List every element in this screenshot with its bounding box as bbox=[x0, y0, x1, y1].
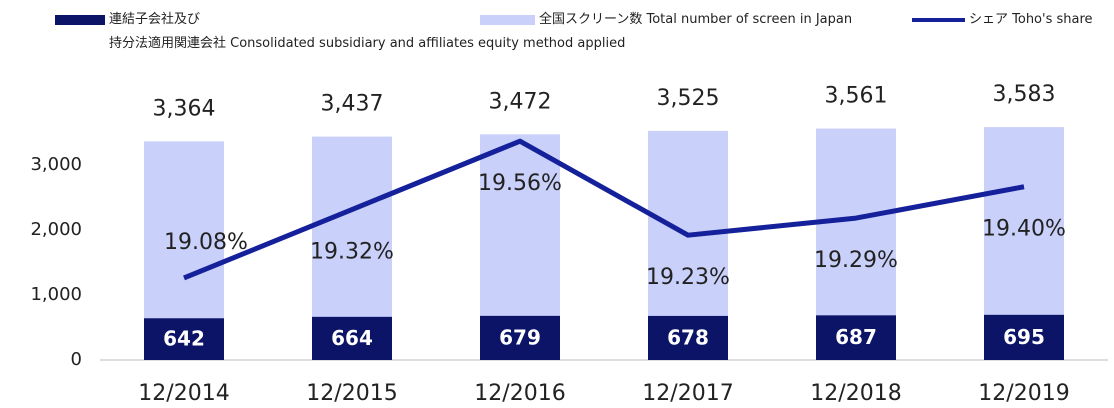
legend-swatch bbox=[912, 18, 965, 22]
bar bbox=[984, 314, 1064, 360]
line-value-label: 19.40% bbox=[982, 217, 1066, 242]
bar-total-label: 3,364 bbox=[153, 96, 216, 121]
bar bbox=[144, 318, 224, 360]
bar-label: 678 bbox=[667, 325, 709, 349]
line-value-label: 19.56% bbox=[478, 171, 562, 196]
legend-item: 全国スクリーン数 Total number of screen in Japan bbox=[480, 8, 852, 32]
legend-item: シェア Toho's share bbox=[912, 8, 1093, 32]
line-value-label: 19.32% bbox=[310, 240, 394, 265]
x-tick-label: 12/2018 bbox=[810, 381, 901, 406]
line-value-label: 19.08% bbox=[164, 230, 248, 255]
bar bbox=[312, 316, 392, 360]
line bbox=[183, 138, 1025, 281]
bar-label: 695 bbox=[1003, 325, 1045, 349]
y-tick-label: 2,000 bbox=[30, 219, 82, 240]
bar-label: 642 bbox=[163, 327, 205, 351]
bar-total-label: 3,525 bbox=[657, 86, 720, 111]
bar-label: 687 bbox=[835, 325, 877, 349]
bar-label: 679 bbox=[499, 325, 541, 349]
bar-total-label: 3,437 bbox=[321, 92, 384, 117]
line-value-label: 19.23% bbox=[646, 265, 730, 290]
bar-label: 664 bbox=[331, 326, 373, 350]
y-tick-label: 0 bbox=[71, 349, 82, 370]
bar-total-label: 3,472 bbox=[489, 89, 552, 114]
bar-total-label: 3,561 bbox=[825, 84, 888, 109]
legend-swatch bbox=[480, 15, 535, 25]
bar bbox=[648, 315, 728, 360]
x-tick-label: 12/2016 bbox=[474, 381, 565, 406]
x-tick-label: 12/2017 bbox=[642, 381, 733, 406]
bar bbox=[816, 315, 896, 360]
bar-total-label: 3,583 bbox=[993, 82, 1056, 107]
legend-item: 連結子会社及び 持分法適用関連会社 Consolidated subsidiar… bbox=[55, 8, 625, 56]
x-tick-label: 12/2019 bbox=[978, 381, 1069, 406]
legend-label: 全国スクリーン数 Total number of screen in Japan bbox=[539, 12, 853, 27]
legend-label: シェア Toho's share bbox=[969, 12, 1093, 27]
legend-label: 連結子会社及び 持分法適用関連会社 Consolidated subsidiar… bbox=[109, 12, 626, 51]
x-tick-label: 12/2014 bbox=[138, 381, 229, 406]
legend-swatch bbox=[55, 15, 105, 25]
bar bbox=[480, 315, 560, 360]
line-value-label: 19.29% bbox=[814, 248, 898, 273]
y-tick-label: 1,000 bbox=[30, 284, 82, 305]
y-tick-label: 3,000 bbox=[30, 154, 82, 175]
x-tick-label: 12/2015 bbox=[306, 381, 397, 406]
